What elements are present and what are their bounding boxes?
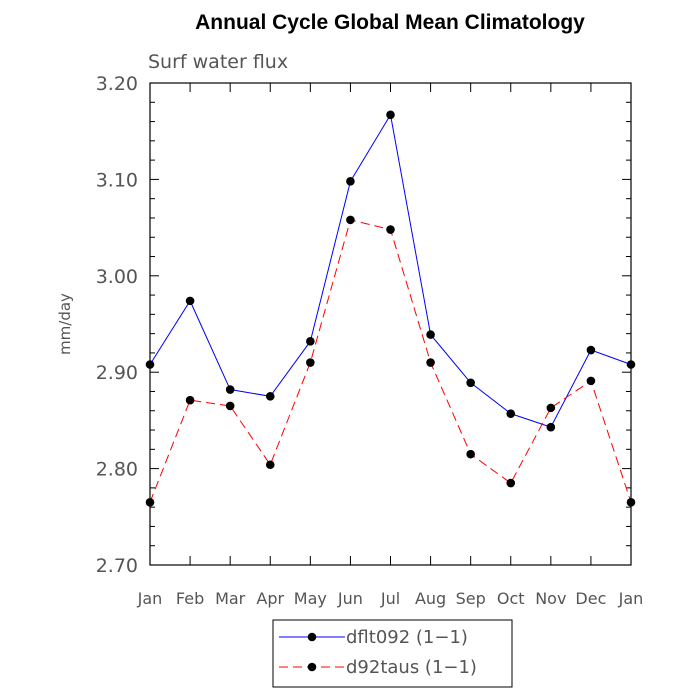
- y-tick-label: 2.70: [96, 555, 138, 577]
- series-1-point: [386, 110, 395, 120]
- legend: dflt092 (1−1) d92taus (1−1): [272, 619, 513, 688]
- x-tick-label: Aug: [415, 589, 446, 608]
- series-2-point: [306, 358, 315, 367]
- x-tick-label: Jul: [380, 589, 400, 608]
- chart-title: Annual Cycle Global Mean Climatology: [195, 11, 585, 34]
- series-1-point: [626, 360, 636, 369]
- series-1-point: [506, 409, 516, 418]
- plot-border: [149, 82, 632, 566]
- series-line-2: [149, 219, 632, 503]
- x-tick-label: Mar: [215, 589, 246, 608]
- legend-label-series-2: d92taus (1−1): [346, 657, 477, 678]
- series-2-point: [225, 401, 235, 411]
- y-tick-label: 3.00: [96, 266, 138, 288]
- x-tick-label: May: [294, 589, 327, 608]
- series-1-point: [145, 360, 155, 369]
- series-1-point: [346, 177, 355, 186]
- series-1-point: [426, 330, 435, 339]
- x-tick-label: Jan: [137, 589, 163, 608]
- series-2-point: [546, 403, 556, 413]
- series-2-point: [506, 478, 516, 488]
- series-1-point: [265, 392, 275, 401]
- x-tick-label: Sep: [456, 589, 486, 608]
- x-tick-label: Nov: [535, 589, 566, 608]
- chart-subtitle: Surf water flux: [148, 51, 288, 73]
- y-tick-label: 3.10: [96, 169, 138, 191]
- y-tick-label: 2.80: [96, 459, 138, 481]
- series-line-1: [149, 113, 632, 428]
- series-layer: [145, 110, 636, 507]
- series-2-point: [466, 449, 475, 459]
- x-tick-label: Feb: [176, 589, 204, 608]
- x-tick-label: Oct: [497, 589, 525, 608]
- series-2-point: [426, 358, 435, 367]
- series-2-point: [626, 498, 636, 507]
- series-1-point: [466, 378, 475, 388]
- x-axis-ticks: Jan Feb Mar Apr May Jun Jul Aug Sep Oct Nov Dec Jan: [137, 83, 644, 608]
- series-1-point: [185, 296, 195, 306]
- series-2-point: [145, 498, 155, 507]
- series-2-point: [386, 225, 395, 234]
- y-tick-label: 2.90: [96, 362, 138, 384]
- series-1-point: [586, 345, 596, 355]
- series-1-point: [225, 385, 235, 394]
- x-tick-label: Apr: [256, 589, 284, 608]
- legend-box: [272, 619, 513, 688]
- x-tick-label: Dec: [575, 589, 606, 608]
- y-axis-ticks: 2.70 2.80 2.90 3.00 3.10 3.20: [96, 73, 631, 577]
- legend-label-series-1: dflt092 (1−1): [346, 627, 468, 648]
- series-1-point: [306, 337, 315, 346]
- legend-marker-series-2: [307, 662, 317, 672]
- y-tick-label: 3.20: [96, 73, 138, 95]
- x-tick-label: Jun: [337, 589, 363, 608]
- series-2-point: [586, 376, 596, 386]
- y-axis-label: mm/day: [56, 293, 74, 355]
- series-1-point: [546, 422, 556, 432]
- series-2-point: [185, 395, 195, 405]
- legend-marker-series-1: [307, 632, 317, 642]
- series-2-point: [346, 215, 355, 225]
- x-tick-label: Jan: [618, 589, 644, 608]
- series-2-point: [265, 460, 275, 470]
- plot-frame: [149, 82, 632, 566]
